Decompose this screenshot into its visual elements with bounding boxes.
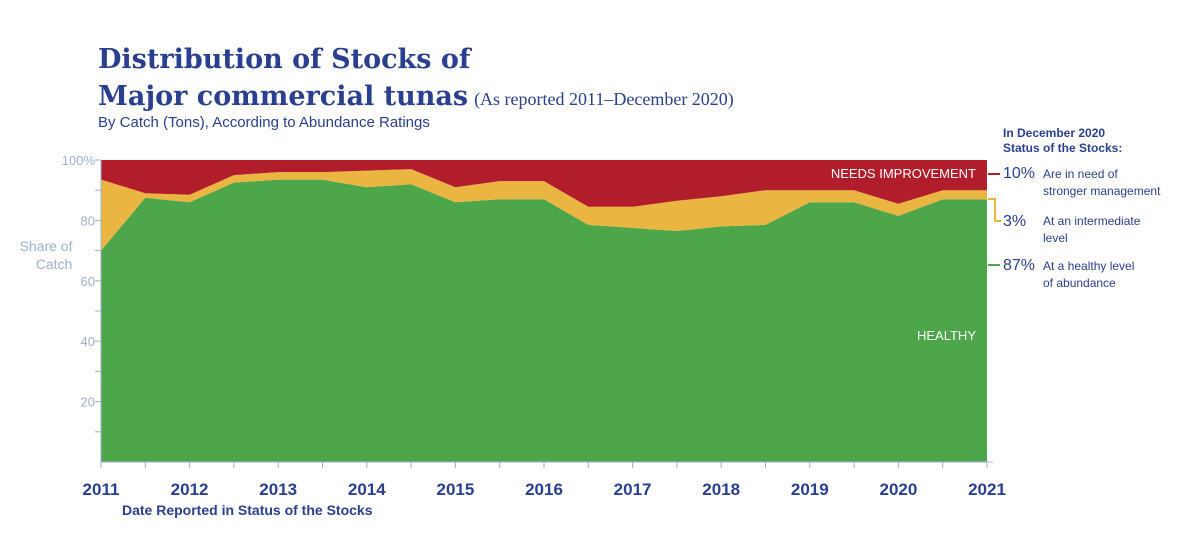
- intermediate-area: [101, 169, 987, 251]
- legend-item-pct: 3%: [1003, 213, 1026, 230]
- x-tick-label: 2015: [436, 480, 474, 499]
- legend-item-text-line2: of abundance: [1043, 276, 1116, 290]
- chart-title-line2: Major commercial tunas (As reported 2011–…: [98, 81, 734, 115]
- legend-item-pct: 87%: [1003, 257, 1035, 274]
- legend-item-text-line2: stronger management: [1043, 184, 1161, 198]
- x-tick-label: 2017: [614, 480, 652, 499]
- x-tick-label: 2011: [83, 480, 120, 499]
- y-axis-label-line2: Catch: [36, 256, 73, 272]
- legend-item-text-line1: At an intermediate: [1043, 214, 1141, 228]
- legend-heading-line1: In December 2020: [1003, 126, 1105, 140]
- chart-subtitle: By Catch (Tons), According to Abundance …: [98, 114, 430, 131]
- legend-item-text-line1: Are in need of: [1043, 167, 1118, 181]
- x-tick-label: 2020: [879, 480, 917, 499]
- x-tick-label: 2013: [259, 480, 297, 499]
- x-tick-label: 2021: [968, 480, 1006, 499]
- x-axis-label: Date Reported in Status of the Stocks: [122, 502, 373, 518]
- legend-item-text-line1: At a healthy level: [1043, 259, 1134, 273]
- intermediate-connector: [988, 198, 1001, 222]
- chart-title-line1: Distribution of Stocks of: [98, 44, 471, 75]
- x-tick-label: 2014: [348, 480, 386, 499]
- y-tick-label: 60: [81, 274, 95, 289]
- x-tick-label: 2018: [702, 480, 740, 499]
- x-tick-label: 2019: [791, 480, 829, 499]
- x-tick-label: 2016: [525, 480, 563, 499]
- x-tick-label: 2012: [171, 480, 209, 499]
- legend-item-text-line2: level: [1043, 231, 1068, 245]
- healthy-area: [101, 179, 987, 462]
- y-tick-label: 100%: [62, 153, 96, 168]
- y-tick-label: 80: [81, 213, 95, 228]
- needs-improvement-area-label: NEEDS IMPROVEMENT: [831, 166, 976, 181]
- y-tick-label: 20: [81, 395, 95, 410]
- chart-title-main: Major commercial tunas: [98, 81, 469, 112]
- legend-item-pct: 10%: [1003, 165, 1035, 182]
- needs-improvement-area: [101, 160, 987, 207]
- chart-title-note: (As reported 2011–December 2020): [474, 89, 734, 109]
- healthy-area-label: HEALTHY: [917, 328, 976, 343]
- y-tick-label: 40: [81, 334, 95, 349]
- y-axis-label-line1: Share of: [20, 238, 73, 254]
- legend-heading-line2: Status of the Stocks:: [1003, 141, 1122, 155]
